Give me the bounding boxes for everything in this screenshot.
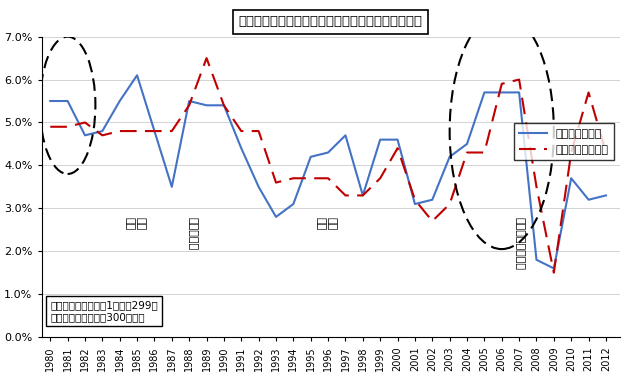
研究する中小企業 — [168, 129, 175, 133]
研究する中小企業 — [64, 124, 71, 129]
研究する大企業 — [134, 73, 141, 78]
研究する中小企業 — [394, 146, 401, 150]
研究する大企業 — [376, 137, 384, 142]
研究する大企業 — [255, 184, 262, 189]
研究する中小企業 — [134, 129, 141, 133]
Line: 研究する中小企業: 研究する中小企業 — [51, 58, 606, 273]
研究する中小企業 — [220, 103, 228, 108]
研究する中小企業 — [307, 176, 314, 180]
研究する大企業 — [116, 99, 124, 103]
研究する大企業 — [515, 90, 523, 94]
Text: バブル経済: バブル経済 — [188, 217, 198, 250]
研究する大企業 — [307, 154, 314, 159]
研究する大企業 — [168, 184, 175, 189]
研究する大企業 — [220, 103, 228, 108]
研究する大企業 — [446, 154, 454, 159]
研究する大企業 — [203, 103, 210, 108]
研究する大企業 — [533, 258, 540, 262]
研究する中小企業 — [515, 77, 523, 82]
研究する大企業 — [394, 137, 401, 142]
研究する大企業 — [498, 90, 505, 94]
研究する中小企業 — [255, 129, 262, 133]
研究する大企業 — [411, 202, 419, 206]
Legend: 研究する大企業, 研究する中小企業: 研究する大企業, 研究する中小企業 — [514, 123, 614, 160]
研究する大企業 — [567, 176, 575, 180]
研究する中小企業 — [47, 124, 54, 129]
研究する中小企業 — [99, 133, 106, 138]
研究する大企業 — [429, 198, 436, 202]
研究する大企業 — [585, 198, 592, 202]
Text: 円高
不況: 円高 不況 — [124, 217, 146, 230]
研究する大企業 — [238, 146, 245, 150]
Line: 研究する大企業: 研究する大企業 — [51, 75, 606, 268]
研究する中小企業 — [203, 56, 210, 60]
研究する中小企業 — [116, 129, 124, 133]
研究する中小企業 — [498, 82, 505, 86]
研究する中小企業 — [585, 90, 592, 94]
研究する大企業 — [81, 133, 89, 138]
研究する大企業 — [550, 266, 558, 271]
研究する中小企業 — [480, 150, 488, 155]
研究する大企業 — [151, 129, 158, 133]
研究する大企業 — [342, 133, 349, 138]
Title: 研究する企業（製造業）の売上高営業利益率の推移: 研究する企業（製造業）の売上高営業利益率の推移 — [239, 15, 422, 28]
研究する大企業 — [359, 193, 366, 198]
Text: 金融
危機: 金融 危機 — [315, 217, 337, 230]
研究する中小企業 — [567, 150, 575, 155]
研究する中小企業 — [185, 103, 193, 108]
研究する中小企業 — [376, 176, 384, 180]
研究する大企業 — [272, 214, 280, 219]
研究する中小企業 — [429, 219, 436, 224]
研究する中小企業 — [550, 270, 558, 275]
研究する中小企業 — [151, 129, 158, 133]
研究する大企業 — [47, 99, 54, 103]
研究する中小企業 — [359, 193, 366, 198]
研究する中小企業 — [411, 198, 419, 202]
研究する大企業 — [64, 99, 71, 103]
研究する中小企業 — [238, 129, 245, 133]
研究する中小企業 — [533, 184, 540, 189]
研究する中小企業 — [463, 150, 470, 155]
Text: リーマンショック: リーマンショック — [514, 217, 524, 270]
Text: 中小企業：従業員数1人から299人
大企業　：従業員数300人以上: 中小企業：従業員数1人から299人 大企業 ：従業員数300人以上 — [51, 300, 158, 322]
研究する中小企業 — [446, 202, 454, 206]
研究する大企業 — [290, 202, 297, 206]
研究する大企業 — [602, 193, 610, 198]
研究する大企業 — [324, 150, 332, 155]
研究する中小企業 — [324, 176, 332, 180]
研究する大企業 — [185, 99, 193, 103]
研究する中小企業 — [290, 176, 297, 180]
研究する中小企業 — [602, 150, 610, 155]
研究する大企業 — [99, 129, 106, 133]
研究する中小企業 — [342, 193, 349, 198]
研究する中小企業 — [81, 120, 89, 125]
研究する中小企業 — [272, 180, 280, 185]
研究する大企業 — [463, 142, 470, 146]
研究する大企業 — [480, 90, 488, 94]
